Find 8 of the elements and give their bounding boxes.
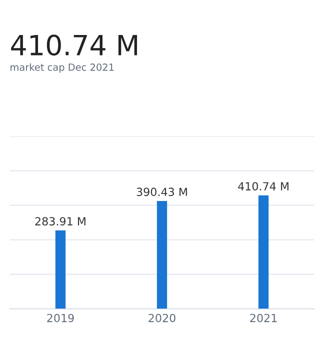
- data-label: 410.74 M: [238, 182, 288, 190]
- x-tick-label: 2019: [47, 314, 74, 322]
- x-tick-label: 2021: [250, 314, 277, 322]
- x-tick-label: 2020: [148, 314, 176, 322]
- chart-subtitle: market cap Dec 2021: [10, 63, 114, 73]
- chart-title: 410.74 M: [11, 34, 137, 56]
- data-label: 283.91 M: [35, 217, 86, 226]
- data-label: 390.43 M: [136, 188, 187, 196]
